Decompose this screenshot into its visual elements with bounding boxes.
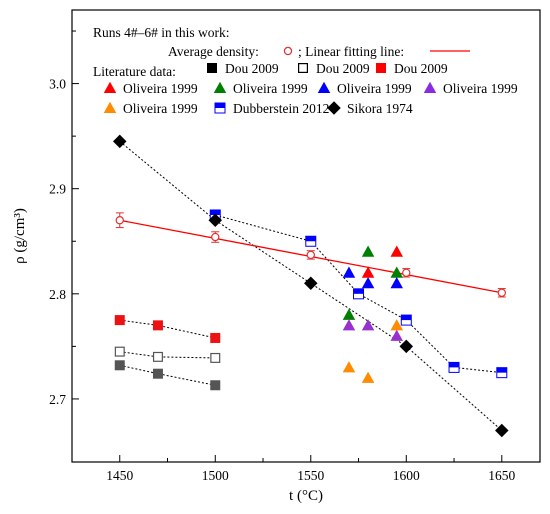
series-line xyxy=(119,319,216,339)
data-point xyxy=(361,319,375,331)
data-markers xyxy=(113,134,509,438)
legend-label: Dou 2009 xyxy=(394,61,448,76)
axis-ticks: 1450 1500 1550 1600 1650 2.7 2.8 2.9 3.0 xyxy=(49,30,516,483)
data-point xyxy=(361,266,375,278)
data-point xyxy=(448,361,460,373)
data-point-fill xyxy=(449,362,460,368)
x-tick-label: 1500 xyxy=(202,468,229,483)
data-point xyxy=(495,423,509,438)
plot-frame xyxy=(71,9,541,463)
y-tick-label: 2.9 xyxy=(49,182,66,197)
data-point xyxy=(361,371,375,383)
data-point-fill xyxy=(353,288,364,294)
data-point xyxy=(390,245,403,257)
legend-marker xyxy=(103,81,117,93)
legend-marker xyxy=(213,81,227,93)
series-line xyxy=(119,351,216,359)
legend-fit-label: ; Linear fitting line: xyxy=(298,44,404,59)
data-point xyxy=(399,339,414,354)
data-point xyxy=(342,319,356,331)
legend-label: Sikora 1974 xyxy=(347,101,413,116)
data-point xyxy=(210,352,221,363)
y-axis-label: ρ (g/cm³) xyxy=(12,208,28,264)
data-point xyxy=(342,361,356,373)
legend-literature-label: Literature data: xyxy=(93,64,176,79)
data-point-fill xyxy=(305,236,316,242)
data-point xyxy=(390,277,403,289)
legend-label: Dou 2009 xyxy=(316,61,370,76)
legend-label: Oliveira 1999 xyxy=(337,81,412,96)
legend-label: Oliveira 1999 xyxy=(123,101,198,116)
legend-marker-fill xyxy=(215,103,225,108)
average-density-point xyxy=(306,250,315,260)
x-axis-label: t (°C) xyxy=(289,488,323,504)
series-line xyxy=(215,214,502,374)
series-lines xyxy=(119,141,503,431)
average-density-point xyxy=(115,216,124,225)
data-point xyxy=(496,367,508,379)
legend-label: Dubberstein 2012 xyxy=(233,101,329,116)
legend-label: Oliveira 1999 xyxy=(123,81,198,96)
x-tick-label: 1600 xyxy=(393,468,420,483)
data-point xyxy=(353,288,365,300)
data-point xyxy=(152,351,163,362)
data-point xyxy=(210,380,221,391)
legend-marker xyxy=(103,101,117,113)
legend-label: Dou 2009 xyxy=(225,61,279,76)
data-point xyxy=(210,332,221,343)
data-point xyxy=(114,346,125,357)
data-point xyxy=(305,235,317,247)
y-tick-label: 2.8 xyxy=(49,287,66,302)
legend-marker xyxy=(317,81,331,93)
y-tick-label: 2.7 xyxy=(49,392,66,407)
data-point xyxy=(152,368,163,379)
data-point xyxy=(390,266,403,278)
data-point xyxy=(400,314,412,326)
legend-marker xyxy=(376,63,386,73)
x-tick-label: 1650 xyxy=(488,468,515,483)
legend-marker xyxy=(207,63,217,73)
data-point xyxy=(304,276,318,291)
legend-avg-label: Average density: xyxy=(168,44,259,59)
x-tick-label: 1550 xyxy=(297,468,324,483)
data-point xyxy=(361,277,375,289)
data-point-fill xyxy=(210,209,221,215)
legend-avg-marker xyxy=(283,46,293,56)
average-density-point xyxy=(497,288,506,297)
legend-title: Runs 4#–6# in this work: xyxy=(93,25,230,40)
data-point xyxy=(114,360,125,371)
data-point xyxy=(114,315,125,326)
data-point xyxy=(390,319,403,331)
legend: Runs 4#–6# in this work: Average density… xyxy=(93,25,518,116)
data-point xyxy=(390,329,403,341)
data-point xyxy=(361,245,375,257)
data-point xyxy=(152,320,163,331)
data-point xyxy=(342,266,356,278)
legend-marker xyxy=(214,102,226,114)
average-density-point xyxy=(211,232,220,242)
data-point-fill xyxy=(496,367,507,373)
legend-marker xyxy=(423,81,437,93)
legend-items: Dou 2009 Dou 2009 Dou 2009 Oliveira 1999 Oli… xyxy=(103,46,518,116)
data-point-fill xyxy=(401,315,412,321)
x-tick-label: 1450 xyxy=(106,468,133,483)
y-tick-label: 3.0 xyxy=(49,77,66,92)
average-density-point xyxy=(402,268,411,277)
legend-marker xyxy=(298,62,309,73)
legend-label: Oliveira 1999 xyxy=(233,81,308,96)
data-point xyxy=(113,134,127,149)
series-line xyxy=(119,364,216,386)
data-point xyxy=(342,308,356,320)
data-point xyxy=(208,213,223,227)
legend-marker xyxy=(327,101,341,115)
legend-label: Oliveira 1999 xyxy=(443,81,518,96)
